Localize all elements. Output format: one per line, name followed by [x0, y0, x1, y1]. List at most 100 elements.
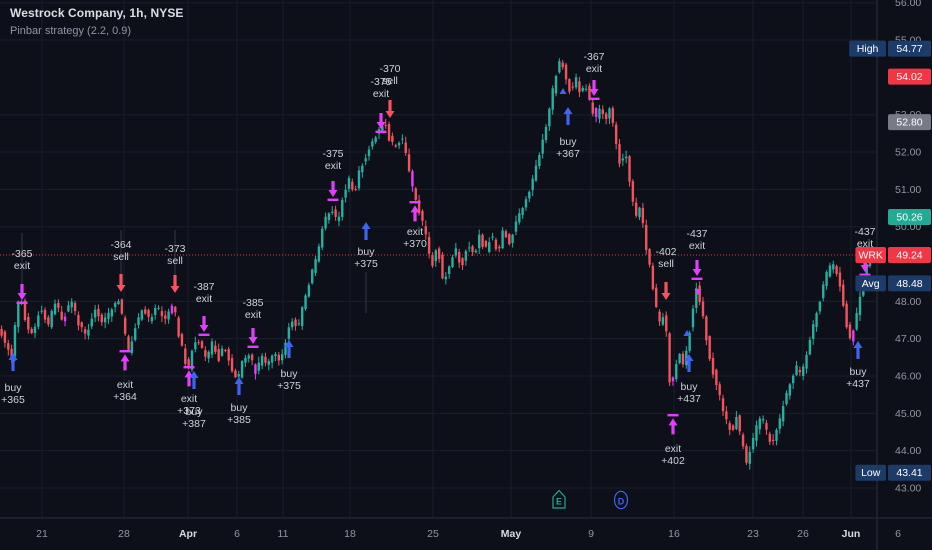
svg-text:49.24: 49.24	[896, 250, 922, 262]
exit-bar-icon	[198, 333, 210, 336]
signal-label: -364	[110, 239, 131, 251]
time-tick-label: 28	[118, 528, 130, 540]
exit-arrow-icon	[328, 181, 338, 197]
exit-bar-icon	[119, 350, 131, 353]
signal-label: +387	[182, 418, 206, 430]
time-axis[interactable]	[0, 518, 932, 550]
time-tick-label: 16	[668, 528, 680, 540]
signal-label: -375	[322, 148, 343, 160]
signal-label: +375	[354, 258, 378, 270]
sell-arrow-icon	[385, 100, 395, 118]
signal-label: -367	[583, 51, 604, 63]
strategy-title[interactable]: Pinbar strategy (2.2, 0.9)	[10, 25, 132, 37]
symbol-title[interactable]: Westrock Company, 1h, NYSE	[10, 6, 184, 20]
exit-bar-icon	[588, 97, 600, 100]
buy-arrow-icon	[361, 222, 371, 240]
svg-text:50.26: 50.26	[896, 211, 922, 223]
time-tick-label: 18	[344, 528, 356, 540]
exit-arrow-icon	[668, 418, 678, 435]
price-tick-label: 44.00	[895, 445, 921, 457]
svg-text:54.02: 54.02	[896, 71, 922, 83]
signal-label: +370	[403, 238, 427, 250]
trade-signal-buy-buy365: buy+365	[1, 353, 25, 406]
sell-arrow-icon	[661, 282, 671, 300]
price-badge-wrk: WRK 49.24	[855, 247, 931, 264]
trade-signal-buy-buy375: buy+375	[277, 340, 301, 392]
svg-text:48.48: 48.48	[896, 278, 922, 290]
trade-signal-buy-buy437: buy+437	[677, 354, 701, 405]
trade-signal-buy-buy437: buy+437	[846, 341, 870, 390]
buy-marker-icon	[559, 88, 567, 94]
signal-label: +364	[113, 391, 137, 403]
signal-label: -373	[164, 243, 185, 255]
time-tick-label: 6	[234, 528, 240, 540]
time-tick-label: 21	[36, 528, 48, 540]
time-tick-label: 9	[588, 528, 594, 540]
signal-label: buy	[358, 246, 376, 258]
signal-label: sell	[113, 251, 129, 263]
signal-label: buy	[560, 136, 578, 148]
exit-marker-icon	[694, 289, 702, 295]
svg-text:D: D	[618, 497, 625, 507]
earnings-icon[interactable]: E	[552, 489, 566, 509]
exit-arrow-icon	[184, 370, 194, 387]
legend: Westrock Company, 1h, NYSE Pinbar strate…	[10, 6, 184, 37]
time-tick-label: 23	[747, 528, 759, 540]
price-tick-label: 45.00	[895, 408, 921, 420]
signal-label: exit	[665, 443, 681, 455]
trade-signal-exit_up-exit364: exit+364	[113, 350, 137, 403]
signal-label: exit	[196, 293, 212, 305]
price-tick-label: 52.00	[895, 147, 921, 159]
exit-arrow-icon	[860, 256, 870, 272]
signal-label: exit	[373, 88, 389, 100]
signal-label: buy	[231, 402, 249, 414]
price-badge-5026: 50.26	[888, 208, 931, 225]
signal-label: buy	[681, 381, 699, 393]
dividend-icon[interactable]: D	[613, 490, 629, 510]
price-axis[interactable]	[877, 0, 932, 518]
exit-bar-icon	[183, 366, 195, 369]
price-tick-label: 47.00	[895, 333, 921, 345]
signal-label: buy	[850, 366, 868, 378]
signal-label: -385	[242, 297, 263, 309]
exit-arrow-icon	[120, 354, 130, 371]
buy-arrow-icon	[8, 353, 18, 371]
svg-text:54.77: 54.77	[896, 43, 922, 55]
buy-arrow-icon	[189, 371, 199, 389]
signal-label: -402	[655, 246, 676, 258]
time-tick-label: 6	[895, 528, 901, 540]
exit-arrow-icon	[692, 260, 702, 276]
exit-bar-icon	[667, 414, 679, 417]
time-tick-label: May	[501, 528, 522, 540]
signal-label: exit	[117, 379, 133, 391]
svg-text:Low: Low	[861, 467, 881, 479]
signal-label: +437	[846, 378, 870, 390]
time-tick-label: Apr	[179, 528, 197, 540]
exit-bar-icon	[247, 345, 259, 348]
exit-arrow-icon	[199, 316, 209, 332]
exit-bar-icon	[16, 301, 28, 304]
signal-label: exit	[181, 393, 197, 405]
signal-label: -437	[854, 226, 875, 238]
signal-label: buy	[5, 382, 23, 394]
signal-label: exit	[689, 240, 705, 252]
buy-arrow-icon	[234, 377, 244, 395]
signal-label: sell	[382, 75, 398, 87]
svg-text:WRK: WRK	[858, 250, 883, 262]
price-badge-5280: 52.80	[888, 114, 931, 131]
trade-signal-exit_up-exit370: exit+370	[403, 201, 427, 250]
signal-label: exit	[586, 63, 602, 75]
svg-text:E: E	[556, 497, 562, 507]
price-badge-high: High 54.77	[849, 40, 931, 57]
signal-label: +365	[1, 394, 25, 406]
signal-label: +375	[277, 380, 301, 392]
